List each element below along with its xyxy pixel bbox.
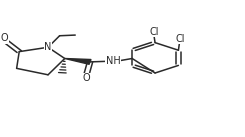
Text: Cl: Cl	[149, 27, 159, 37]
Polygon shape	[65, 58, 91, 64]
Text: NH: NH	[106, 56, 120, 66]
Text: O: O	[1, 33, 9, 43]
Text: O: O	[83, 73, 90, 83]
Text: Cl: Cl	[175, 34, 185, 44]
Text: N: N	[44, 42, 52, 52]
